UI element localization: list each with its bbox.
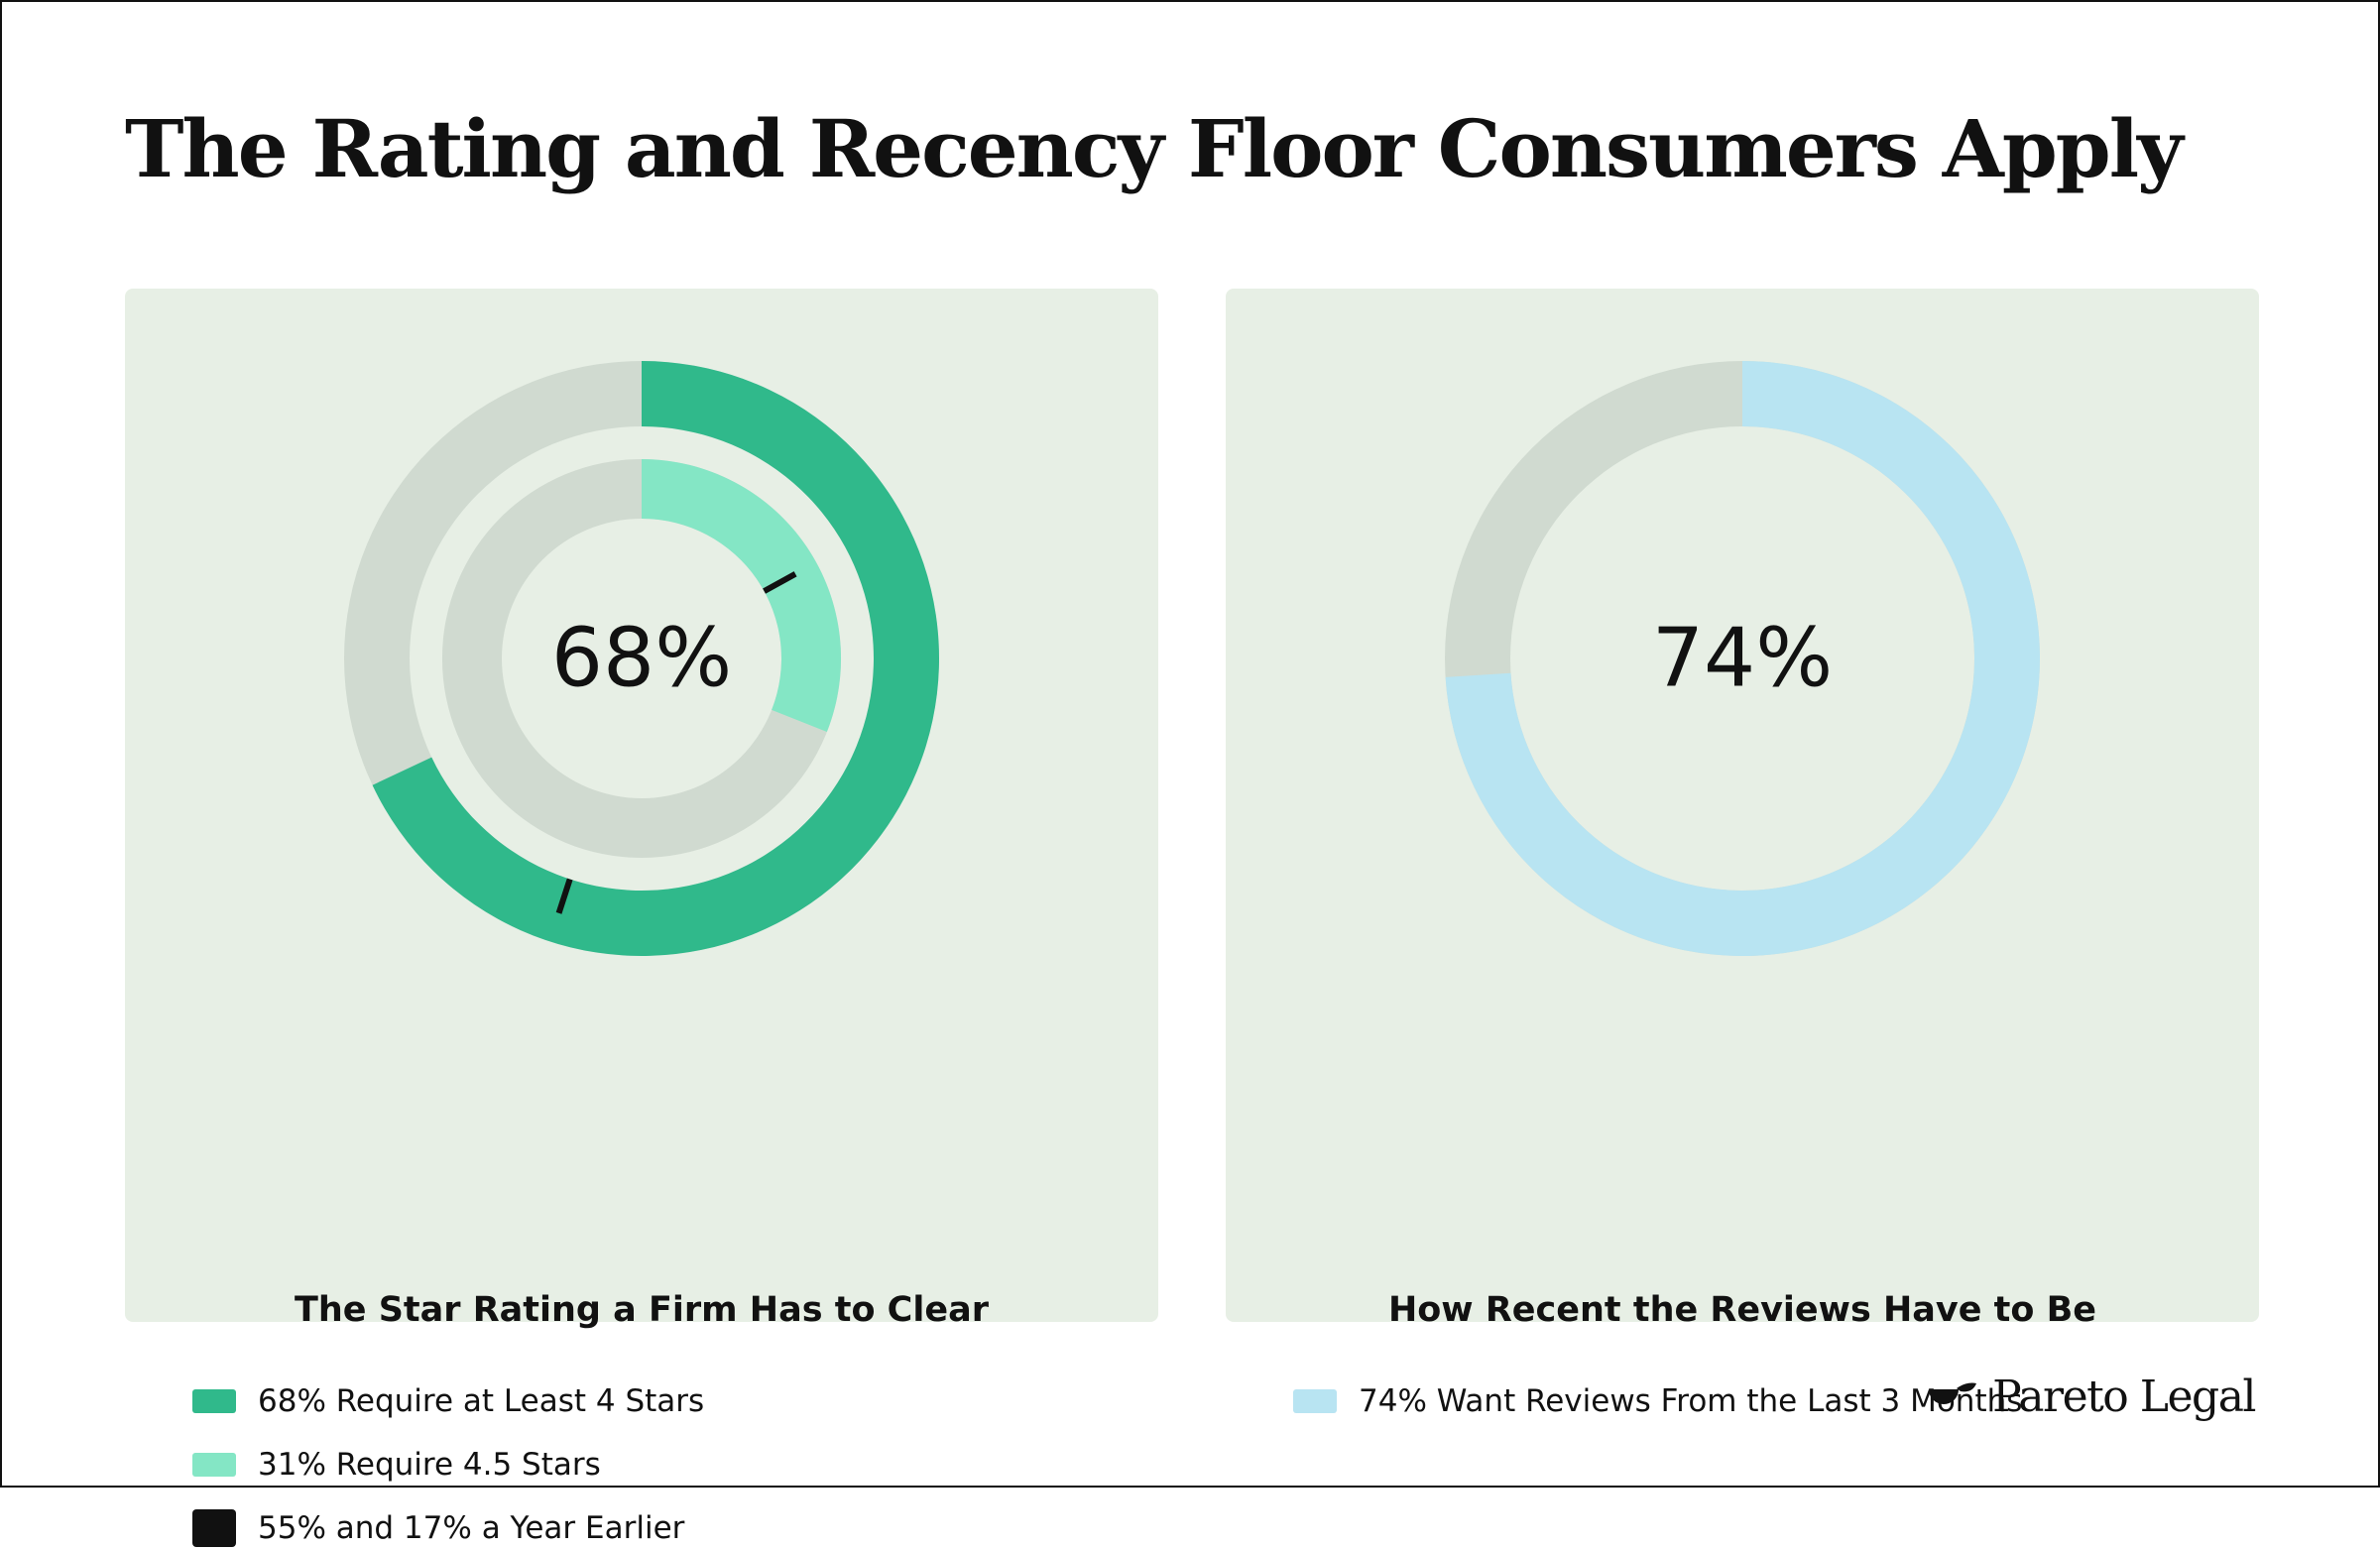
- page-title: The Rating and Recency Floor Consumers A…: [125, 102, 2184, 195]
- star-rating-panel: 68% The Star Rating a Firm Has to Clear …: [125, 289, 1158, 1547]
- outer-ring: [344, 361, 940, 956]
- inner-ring: [441, 458, 842, 858]
- review-recency-panel: 74% How Recent the Reviews Have to Be 74…: [1226, 289, 2259, 1419]
- inner-ring-value-arc: [642, 459, 841, 732]
- legend-item-4-5-stars: 31% Require 4.5 Stars: [192, 1443, 601, 1487]
- legend-label: 55% and 17% a Year Earlier: [258, 1510, 685, 1546]
- legend-item-year-earlier: 55% and 17% a Year Earlier: [175, 1506, 684, 1550]
- legend-label: 68% Require at Least 4 Stars: [258, 1383, 705, 1419]
- outer-ring-prior-year-marker: [555, 878, 573, 914]
- legend-item-4-stars: 68% Require at Least 4 Stars: [192, 1379, 704, 1423]
- legend-swatch-light-blue: [1293, 1389, 1337, 1413]
- center-value-label: 74%: [1652, 612, 1833, 706]
- legend-swatch-dark-green: [192, 1389, 236, 1413]
- center-value-label: 68%: [551, 612, 732, 706]
- chart-subtitle: The Star Rating a Firm Has to Clear: [295, 1290, 989, 1330]
- legend-item-last-3-months: 74% Want Reviews From the Last 3 Months: [1293, 1379, 2022, 1423]
- legend-swatch-marker: [192, 1509, 236, 1547]
- inner-ring-prior-year-marker: [763, 571, 797, 594]
- star-rating-donut-chart: 68%: [344, 361, 940, 956]
- brand-logo-lockup: Pareto Legal: [1927, 1367, 2256, 1426]
- review-recency-donut-chart: 74%: [1445, 361, 2040, 956]
- brand-name: Pareto Legal: [1992, 1371, 2256, 1422]
- legend-swatch-light-green: [192, 1453, 236, 1477]
- pareto-logo-icon: [1929, 1382, 1977, 1404]
- legend-label: 31% Require 4.5 Stars: [258, 1447, 601, 1483]
- chart-subtitle: How Recent the Reviews Have to Be: [1387, 1290, 2097, 1330]
- legend-label: 74% Want Reviews From the Last 3 Months: [1359, 1383, 2023, 1419]
